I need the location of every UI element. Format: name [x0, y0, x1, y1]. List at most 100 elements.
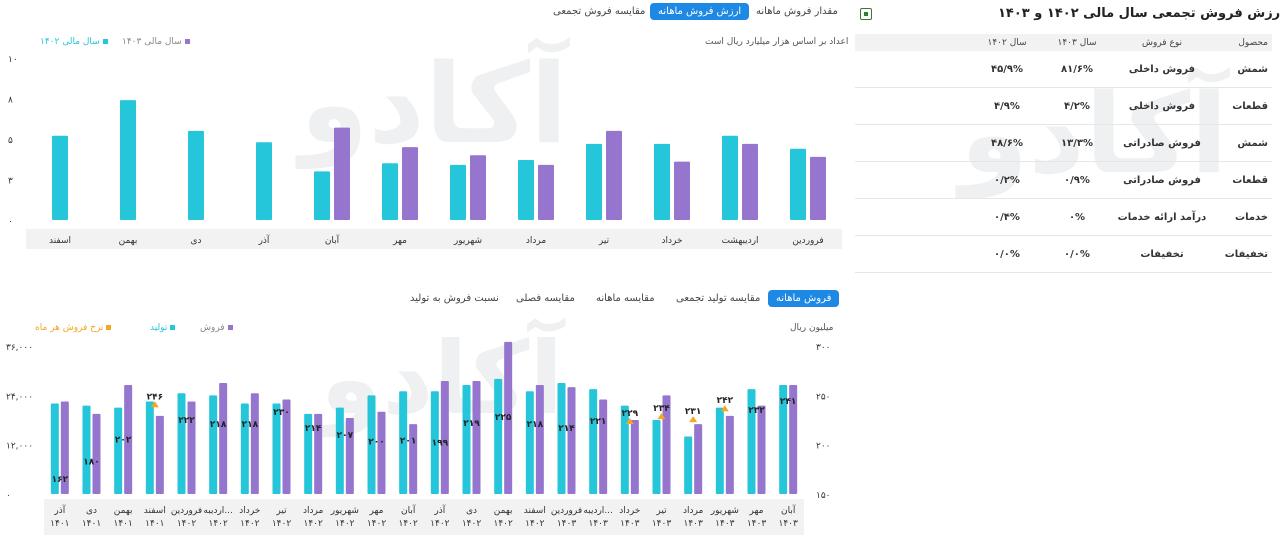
bar-sales: [599, 399, 608, 494]
tab-monthly-sales[interactable]: فروش ماهانه: [768, 290, 840, 307]
legend-rate[interactable]: نرخ فروش هر ماه: [35, 323, 112, 333]
rate-label: ۲۱۸: [527, 420, 544, 430]
rate-label: ۲۰۲: [115, 436, 132, 446]
x-tick-year: ۱۴۰۲: [335, 519, 355, 529]
legend-1403[interactable]: سال مالی ۱۴۰۳: [122, 37, 190, 47]
bar-1403: [810, 156, 826, 220]
legend-production[interactable]: تولید: [150, 323, 176, 333]
bottom-chart: ۰ ۱۲,۰۰۰ ۲۴,۰۰۰ ۳۶,۰۰۰ ۱۵۰ ۲۰۰ ۲۵۰ ۳۰۰ ۱۶۲ آذر ۱۴۰…: [6, 341, 831, 535]
rate-label: ۲۲۹: [622, 409, 639, 419]
x-tick-month: اردیبه...: [583, 506, 613, 516]
bar-production: [335, 407, 344, 494]
bar-sales: [314, 413, 323, 494]
bar-production: [82, 405, 91, 494]
rate-label: ۲۴۲: [717, 396, 734, 406]
bar-sales: [789, 385, 798, 494]
x-tick-label: بهمن: [119, 236, 138, 246]
bar-1403: [470, 155, 486, 220]
x-tick-label: اسفند: [49, 236, 71, 246]
legend-swatch-production: [170, 325, 176, 330]
bar-1403: [606, 130, 622, 220]
legend-sales[interactable]: فروش: [200, 323, 233, 333]
y-tick-label: ۳: [8, 177, 13, 187]
tab-sales-to-production[interactable]: نسبت فروش به تولید: [410, 293, 499, 304]
x-tick-year: ۱۴۰۳: [588, 519, 608, 529]
bar-production: [589, 389, 598, 494]
bar-1402: [518, 160, 534, 220]
x-tick-year: ۱۴۰۳: [778, 519, 798, 529]
bar-1402: [654, 143, 670, 220]
bottom-chart-unit: میلیون ریال: [790, 323, 834, 333]
x-tick-year: ۱۴۰۲: [208, 519, 228, 529]
table-row: شمش فروش داخلی ۸۱/۶% ۴۵/۹%: [855, 51, 1272, 88]
x-tick-month: آبان: [781, 504, 796, 516]
bar-production: [462, 385, 471, 494]
x-tick-year: ۱۴۰۲: [177, 519, 197, 529]
rate-label: ۱۸۰: [83, 457, 99, 467]
x-tick-month: بهمن: [494, 506, 513, 516]
x-tick-year: ۱۴۰۳: [683, 519, 703, 529]
x-tick-year: ۱۴۰۳: [557, 519, 577, 529]
x-tick-year: ۱۴۰۲: [272, 519, 292, 529]
rate-label: ۲۳۱: [685, 407, 701, 417]
rate-label: ۲۲۱: [590, 417, 606, 427]
tab-seasonal-comparison[interactable]: مقایسه فصلی: [516, 293, 575, 304]
cell-1402: ۰/۲%: [994, 174, 1020, 186]
cell-1403: ۴/۲%: [1064, 100, 1090, 112]
x-tick-year: ۱۴۰۲: [303, 519, 323, 529]
tab-monthly-sales-value[interactable]: ارزش فروش ماهانه: [650, 3, 750, 20]
bar-sales: [694, 424, 703, 494]
table-row: خدمات درآمد ارائه خدمات ۰% ۰/۴%: [855, 199, 1272, 236]
bar-1402: [790, 148, 806, 220]
bar-production: [209, 395, 218, 494]
x-tick-year: ۱۴۰۲: [525, 519, 545, 529]
panel-title: مقایسه ارزش فروش تجمعی سال مالی ۱۴۰۲ و ۱…: [998, 6, 1280, 21]
cell-sale-type: فروش صادراتی: [1123, 137, 1201, 149]
bar-production: [177, 393, 186, 494]
x-tick-month: شهریور: [710, 506, 739, 516]
cell-product: شمش: [1237, 63, 1268, 75]
cell-1403: ۸۱/۶%: [1061, 63, 1093, 75]
rate-label: ۲۲۲: [178, 416, 195, 426]
rate-marker: [689, 416, 698, 423]
tab-cumulative-production[interactable]: مقایسه تولید تجمعی: [676, 293, 761, 304]
x-tick-year: ۱۴۰۳: [620, 519, 640, 529]
tab-monthly-comparison[interactable]: مقایسه ماهانه: [596, 293, 655, 304]
bar-sales: [440, 380, 449, 494]
x-tick-label: اردیبهشت: [721, 236, 758, 246]
bar-1403: [742, 143, 758, 220]
rate-marker: [720, 405, 729, 412]
bar-1403: [674, 161, 690, 220]
x-tick-month: مرداد: [683, 506, 703, 516]
cell-1403: ۰%: [1068, 211, 1086, 223]
rate-label: ۲۲۵: [495, 413, 512, 423]
bar-1402: [256, 142, 272, 220]
bar-1402: [722, 135, 738, 220]
x-tick-year: ۱۴۰۲: [493, 519, 513, 529]
x-tick-label: مهر: [392, 236, 407, 246]
tab-monthly-sales-quantity[interactable]: مقدار فروش ماهانه: [756, 6, 838, 17]
legend-1402[interactable]: سال مالی ۱۴۰۲: [40, 37, 108, 47]
tab-cumulative-sales-comparison[interactable]: مقایسه فروش تجمعی: [553, 6, 646, 17]
bar-1402: [586, 143, 602, 220]
bar-1402: [450, 164, 466, 220]
bar-production: [272, 403, 281, 494]
rate-label: ۲۴۶: [147, 392, 163, 402]
bar-sales: [219, 383, 228, 494]
x-tick-year: ۱۴۰۳: [747, 519, 767, 529]
export-icon[interactable]: [860, 8, 872, 20]
x-tick-month: مهر: [749, 506, 764, 516]
rate-label: ۲۴۱: [780, 397, 796, 407]
bar-1403: [538, 164, 554, 220]
table-row: شمش فروش صادراتی ۱۳/۳% ۴۸/۶%: [855, 125, 1272, 162]
x-tick-month: تیر: [275, 506, 287, 516]
top-chart: ۰ ۳ ۵ ۸ ۱۰ فروردین اردیبهشت خرداد تیر مرداد شهریور…: [8, 55, 842, 249]
bar-sales: [535, 385, 544, 494]
bar-production: [557, 383, 566, 494]
x-tick-year: ۱۴۰۱: [145, 519, 164, 529]
rate-label: ۲۱۸: [242, 420, 259, 430]
header-sale-type: نوع فروش: [1142, 37, 1182, 48]
x-tick-month: آذر: [53, 504, 65, 516]
x-tick-label: دی: [190, 236, 201, 246]
bar-production: [494, 378, 503, 494]
